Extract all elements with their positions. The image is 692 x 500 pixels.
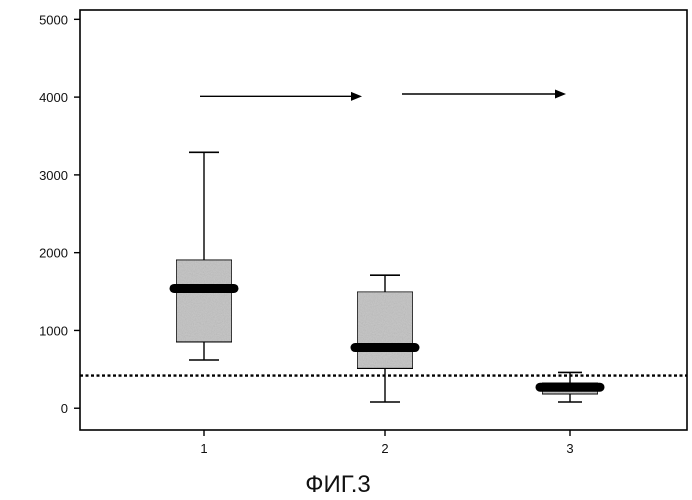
y-tick-label: 4000 [39, 90, 68, 105]
y-tick-label: 2000 [39, 246, 68, 261]
y-tick-label: 0 [61, 401, 68, 416]
y-tick-label: 5000 [39, 12, 68, 27]
y-axis: 0 1000 2000 3000 4000 5000 [39, 12, 80, 416]
y-tick-label: 3000 [39, 168, 68, 183]
box-iqr [357, 292, 413, 369]
figure-caption: ФИГ.3 [305, 471, 371, 498]
y-tick-label: 1000 [39, 323, 68, 338]
x-axis: 1 2 3 [200, 430, 573, 456]
box-iqr [176, 260, 232, 342]
x-tick-label: 3 [566, 441, 573, 456]
x-tick-label: 1 [200, 441, 207, 456]
x-tick-label: 2 [381, 441, 388, 456]
